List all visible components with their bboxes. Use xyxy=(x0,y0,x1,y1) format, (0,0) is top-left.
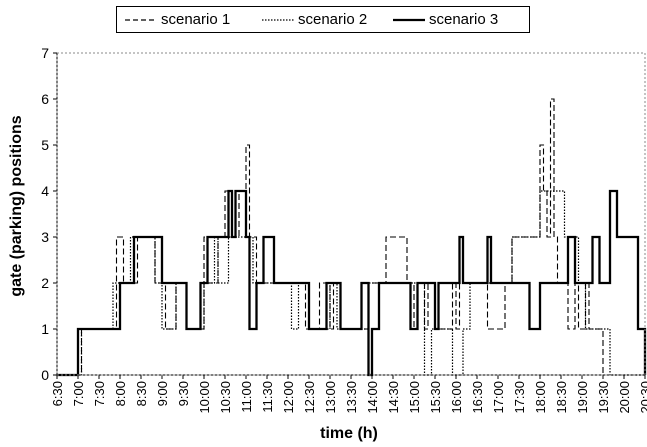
x-tick-label: 8:00 xyxy=(113,381,128,406)
x-tick-label: 8:30 xyxy=(134,381,149,406)
legend-swatch-solid xyxy=(393,18,425,22)
legend: scenario 1 scenario 2 scenario 3 xyxy=(116,6,530,33)
x-tick-label: 18:30 xyxy=(554,381,569,414)
tick-layer: 0 1 2 3 4 5 6 7 6:30 7:00 7:30 8:00 8:30 9:00 9:30 10:0… xyxy=(41,45,647,414)
legend-label: scenario 3 xyxy=(429,11,499,28)
series-line-scenario-3 xyxy=(57,189,647,377)
x-tick-label: 10:00 xyxy=(197,381,212,414)
y-axis-title: gate (parking) positions xyxy=(8,115,25,297)
series-line-scenario-2 xyxy=(57,190,645,376)
series-layer xyxy=(57,98,647,377)
y-tick-label: 5 xyxy=(41,137,49,153)
legend-label: scenario 1 xyxy=(161,11,231,28)
x-tick-label: 9:30 xyxy=(176,381,191,406)
y-tick-label: 3 xyxy=(41,229,49,245)
x-tick-label: 15:30 xyxy=(428,381,443,414)
x-tick-label: 17:30 xyxy=(512,381,527,414)
x-tick-label: 20:30 xyxy=(638,381,647,414)
y-tick-label: 7 xyxy=(41,45,49,61)
y-tick-label: 6 xyxy=(41,91,49,107)
x-tick-label: 18:00 xyxy=(533,381,548,414)
plot-area-border xyxy=(56,52,646,376)
legend-label: scenario 2 xyxy=(298,11,368,28)
x-tick-label: 14:30 xyxy=(386,381,401,414)
x-tick-label: 11:30 xyxy=(260,381,275,413)
y-tick-label: 1 xyxy=(41,321,49,337)
x-tick-label: 7:30 xyxy=(92,381,107,406)
x-tick-label: 12:00 xyxy=(281,381,296,414)
x-tick-label: 16:30 xyxy=(470,381,485,414)
legend-swatch-dashed xyxy=(125,19,157,21)
x-tick-label: 16:00 xyxy=(449,381,464,414)
x-tick-label: 13:30 xyxy=(344,381,359,414)
x-tick-label: 15:00 xyxy=(407,381,422,414)
x-axis-title: time (h) xyxy=(320,425,378,442)
y-tick-label: 2 xyxy=(41,275,49,291)
x-tick-label: 7:00 xyxy=(71,381,86,406)
x-tick-label: 10:30 xyxy=(218,381,233,414)
y-tick-label: 0 xyxy=(41,367,49,383)
y-tick-label: 4 xyxy=(41,183,49,199)
x-tick-label: 13:00 xyxy=(323,381,338,414)
legend-swatch-dotted xyxy=(262,19,294,21)
x-tick-label: 11:00 xyxy=(239,381,254,413)
x-tick-label: 9:00 xyxy=(155,381,170,406)
x-tick-label: 14:00 xyxy=(365,381,380,414)
x-tick-label: 12:30 xyxy=(302,381,317,414)
x-tick-label: 6:30 xyxy=(50,381,65,406)
x-tick-label: 17:00 xyxy=(491,381,506,414)
x-tick-label: 19:30 xyxy=(596,381,611,414)
x-tick-label: 19:00 xyxy=(575,381,590,414)
x-tick-label: 20:00 xyxy=(617,381,632,414)
